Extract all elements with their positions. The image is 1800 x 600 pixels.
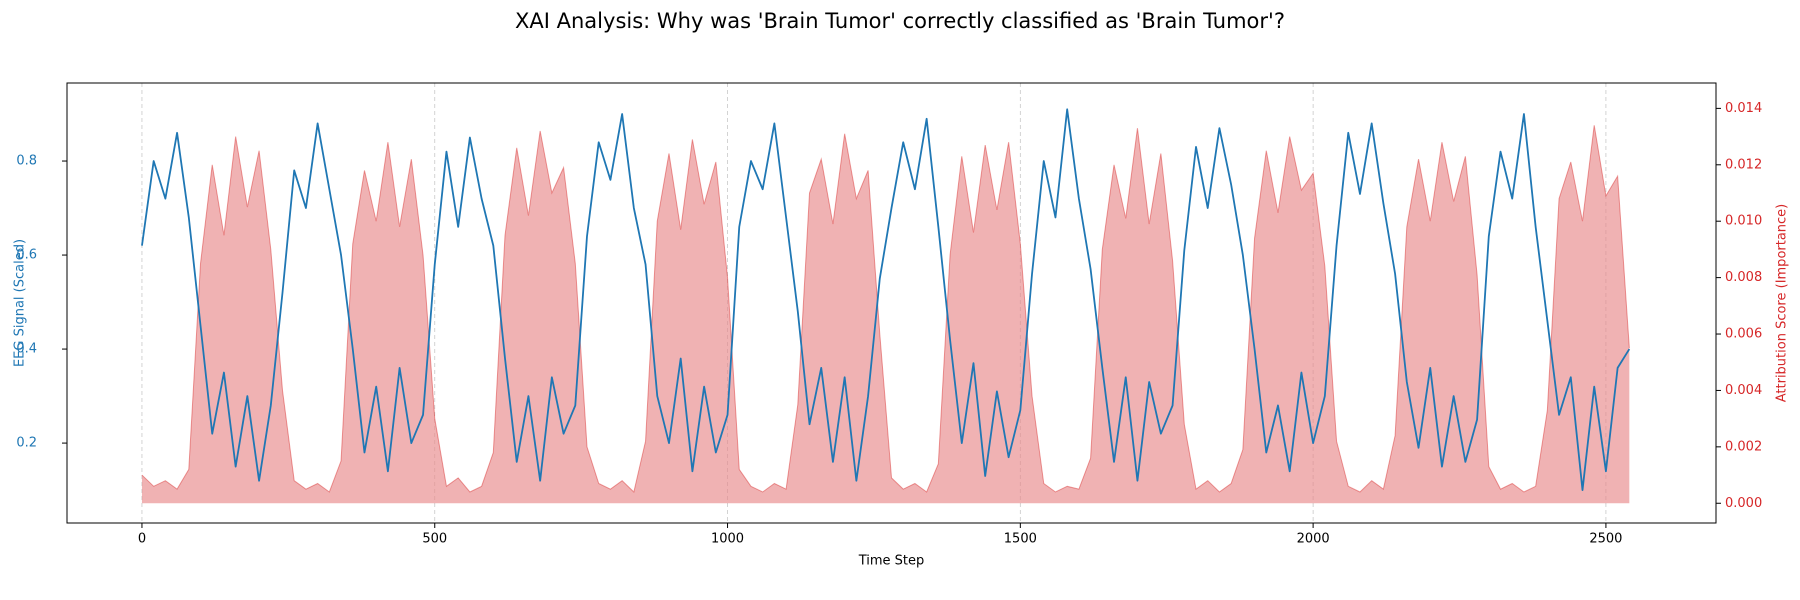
y-tick-label: 0.6: [16, 248, 37, 263]
y2-tick-label: 0.004: [1725, 383, 1762, 398]
eeg-line: [141, 108, 1631, 491]
y2-axis-label: Attribution Score (Importance): [1775, 204, 1790, 403]
x-axis-label: Time Step: [858, 554, 925, 569]
attribution-line: [141, 125, 1630, 493]
y-axis-label: EEG Signal (Scaled): [13, 239, 28, 367]
y2-tick-label: 0.008: [1725, 270, 1762, 285]
y2-tick-label: 0.002: [1725, 439, 1762, 454]
attribution-fill: [141, 125, 1630, 504]
y2-tick-label: 0.006: [1725, 327, 1762, 342]
plot-frame: [66, 82, 1717, 524]
x-tick-label: 500: [422, 532, 447, 547]
x-tick-label: 2000: [1297, 532, 1330, 547]
chart-title: XAI Analysis: Why was 'Brain Tumor' corr…: [515, 9, 1285, 33]
x-tick-label: 2500: [1589, 532, 1622, 547]
x-tick-label: 0: [138, 532, 146, 547]
y-tick-label: 0.2: [16, 436, 37, 451]
y-tick-label: 0.8: [16, 154, 37, 169]
x-tick-label: 1500: [1004, 532, 1037, 547]
y2-tick-label: 0.010: [1725, 214, 1762, 229]
y-tick-label: 0.4: [16, 342, 37, 357]
y2-tick-label: 0.000: [1725, 496, 1762, 511]
y2-tick-label: 0.012: [1725, 157, 1762, 172]
x-tick-label: 1000: [711, 532, 744, 547]
y2-tick-label: 0.014: [1725, 101, 1762, 116]
